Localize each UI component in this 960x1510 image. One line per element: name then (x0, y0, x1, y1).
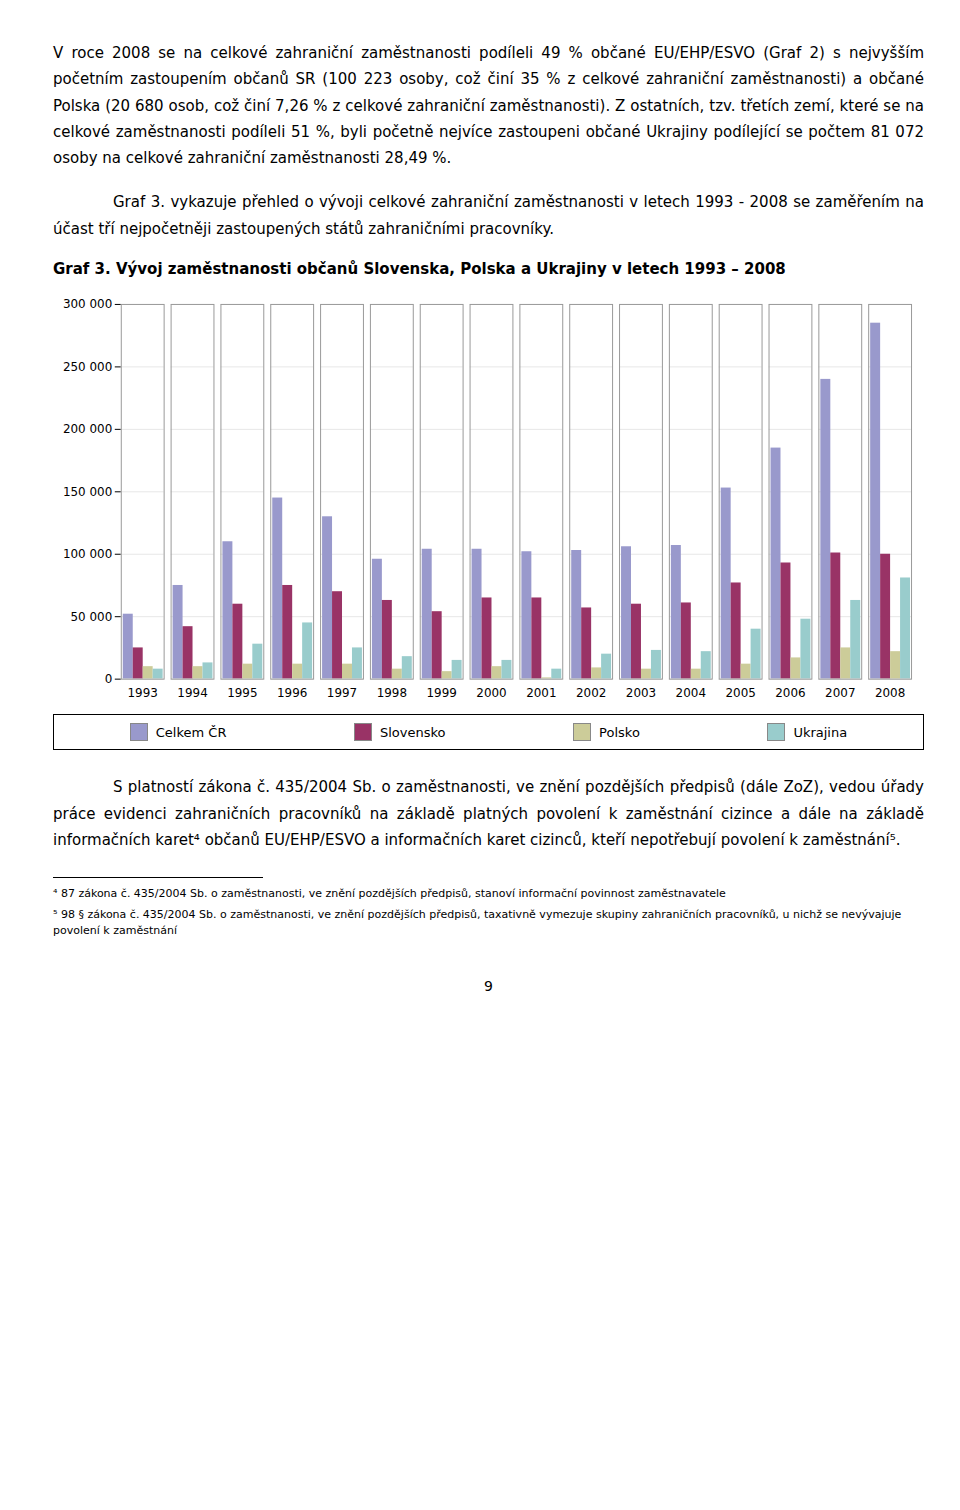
svg-text:0: 0 (105, 672, 113, 686)
html-text:9: 9 (484, 978, 493, 995)
html-text:Graf 3. Vývoj zaměstnanosti ob: Graf 3. Vývoj zaměstnanosti občanů Slove… (53, 259, 786, 278)
svg-text:1994: 1994 (177, 685, 207, 699)
svg-text:250 000: 250 000 (63, 359, 112, 373)
svg-text:1993: 1993 (128, 685, 158, 699)
svg-text:100 000: 100 000 (63, 547, 112, 561)
html-text:Ukrajina: Ukrajina (793, 724, 848, 740)
html-text:Slovensko: Slovensko (380, 724, 446, 740)
svg-text:2006: 2006 (775, 685, 805, 699)
svg-text:2000: 2000 (476, 685, 506, 699)
svg-text:300 000: 300 000 (63, 297, 112, 311)
svg-text:1997: 1997 (327, 685, 357, 699)
html-text:⁴ 87 zákona č. 435/2004 Sb. o: ⁴ 87 zákona č. 435/2004 Sb. o zaměstnano… (53, 887, 726, 900)
html-text:⁵ 98 § zákona č. 435/2004 Sb.: ⁵ 98 § zákona č. 435/2004 Sb. o zaměstna… (53, 908, 902, 937)
svg-text:2007: 2007 (825, 685, 855, 699)
html-text:S platností zákona č. 435/2004: S platností zákona č. 435/2004 Sb. o zam… (53, 778, 924, 849)
svg-text:1996: 1996 (277, 685, 307, 699)
svg-text:1995: 1995 (227, 685, 257, 699)
svg-text:1998: 1998 (377, 685, 407, 699)
svg-text:200 000: 200 000 (63, 422, 112, 436)
html-text:V roce 2008 se na celkové zahr: V roce 2008 se na celkové zahraniční zam… (53, 44, 924, 167)
svg-text:1999: 1999 (426, 685, 456, 699)
svg-text:2003: 2003 (626, 685, 656, 699)
svg-text:2001: 2001 (526, 685, 556, 699)
html-text:Celkem ČR: Celkem ČR (155, 724, 227, 740)
svg-text:2005: 2005 (725, 685, 755, 699)
svg-text:2008: 2008 (875, 685, 905, 699)
html-text:Graf 3. vykazuje přehled o výv: Graf 3. vykazuje přehled o vývoji celkov… (53, 193, 924, 238)
svg-text:2004: 2004 (676, 685, 706, 699)
svg-text:2002: 2002 (576, 685, 606, 699)
svg-text:150 000: 150 000 (63, 484, 112, 498)
html-text:Polsko: Polsko (599, 724, 640, 740)
svg-text:50 000: 50 000 (71, 609, 113, 623)
